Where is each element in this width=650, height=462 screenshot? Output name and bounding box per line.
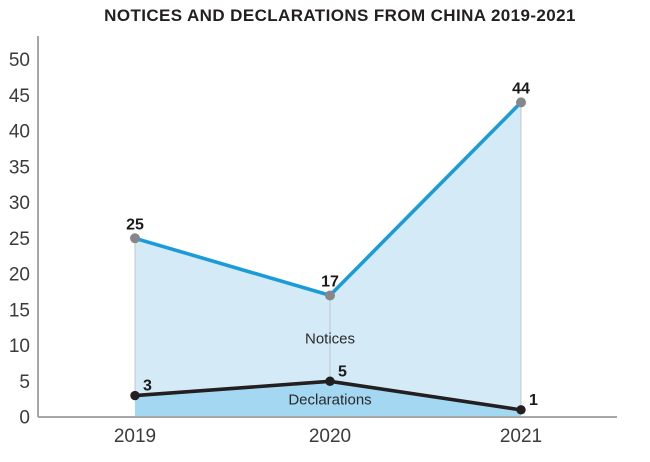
notices-value-label: 44: [512, 80, 530, 97]
notices-data-point: [325, 290, 335, 301]
y-tick-label: 10: [9, 336, 30, 357]
x-category-label: 2021: [500, 426, 542, 447]
notices-series-label: Notices: [305, 330, 355, 347]
declarations-data-point: [130, 390, 140, 401]
y-tick-label: 45: [9, 86, 30, 107]
x-category-label: 2020: [309, 426, 351, 447]
chart-title: NOTICES AND DECLARATIONS FROM CHINA 2019…: [104, 6, 576, 25]
y-tick-label: 0: [19, 408, 30, 429]
declarations-data-point: [325, 376, 335, 386]
declarations-value-label: 1: [529, 392, 538, 409]
y-tick-label: 50: [9, 50, 30, 71]
y-tick-label: 15: [9, 300, 30, 321]
declarations-value-label: 5: [338, 363, 347, 380]
y-tick-label: 35: [9, 157, 30, 178]
y-tick-label: 25: [9, 229, 30, 250]
y-tick-label: 20: [9, 265, 30, 286]
declarations-data-point: [516, 405, 526, 415]
notices-data-point: [516, 97, 526, 108]
declarations-series-label: Declarations: [288, 392, 371, 409]
declarations-value-label: 3: [143, 378, 152, 395]
y-tick-label: 30: [9, 193, 30, 214]
x-category-label: 2019: [114, 426, 156, 447]
notices-data-point: [130, 233, 140, 244]
notices-value-label: 25: [126, 216, 144, 233]
notices-value-label: 17: [321, 273, 339, 290]
y-tick-label: 5: [19, 372, 30, 393]
y-tick-label: 40: [9, 122, 30, 143]
notices-area-fill: [135, 102, 521, 410]
